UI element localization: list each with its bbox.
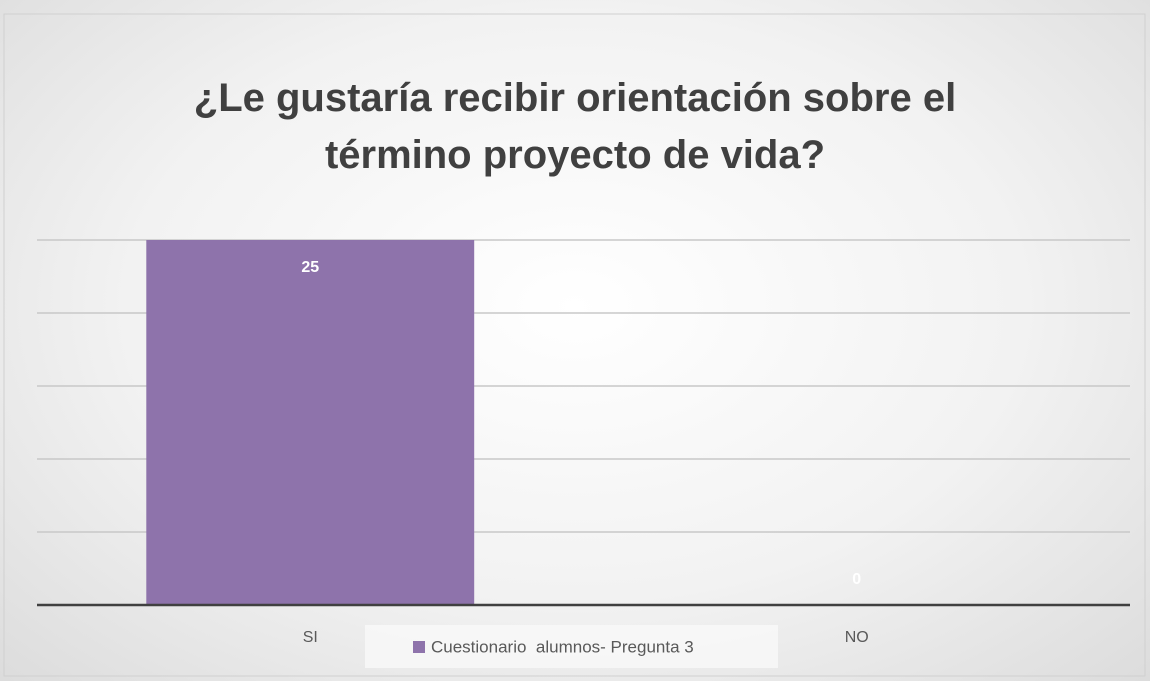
bar bbox=[146, 240, 475, 605]
value-label: 25 bbox=[301, 259, 319, 276]
value-label: 0 bbox=[852, 571, 861, 588]
legend-box bbox=[365, 625, 778, 668]
x-tick-label: SI bbox=[303, 629, 318, 646]
x-tick-label: NO bbox=[845, 629, 869, 646]
legend-label: Cuestionario alumnos- Pregunta 3 bbox=[431, 637, 694, 656]
legend-swatch bbox=[413, 641, 425, 653]
chart-border bbox=[3, 13, 1146, 677]
chart-title: ¿Le gustaría recibir orientación sobre e… bbox=[193, 76, 957, 177]
